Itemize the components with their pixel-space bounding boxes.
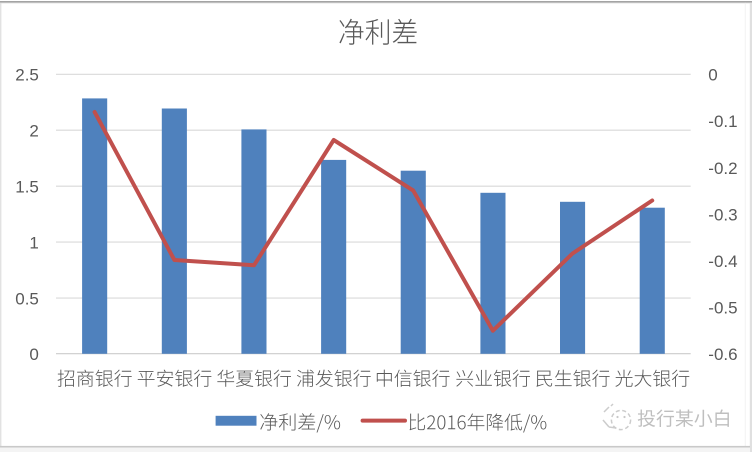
svg-text:-0.2: -0.2 — [708, 159, 737, 178]
svg-text:1.5: 1.5 — [15, 178, 39, 197]
svg-text:-0.3: -0.3 — [708, 205, 737, 224]
svg-text:2: 2 — [29, 122, 38, 141]
svg-text:0: 0 — [29, 345, 38, 364]
svg-text:0.5: 0.5 — [15, 289, 39, 308]
svg-text:0: 0 — [708, 66, 717, 85]
svg-text:2.5: 2.5 — [15, 66, 39, 85]
svg-text:-0.1: -0.1 — [708, 112, 737, 131]
svg-text:-0.6: -0.6 — [708, 345, 737, 364]
svg-text:-0.4: -0.4 — [708, 252, 737, 271]
svg-text:1: 1 — [29, 233, 38, 252]
svg-text:-0.5: -0.5 — [708, 299, 737, 318]
